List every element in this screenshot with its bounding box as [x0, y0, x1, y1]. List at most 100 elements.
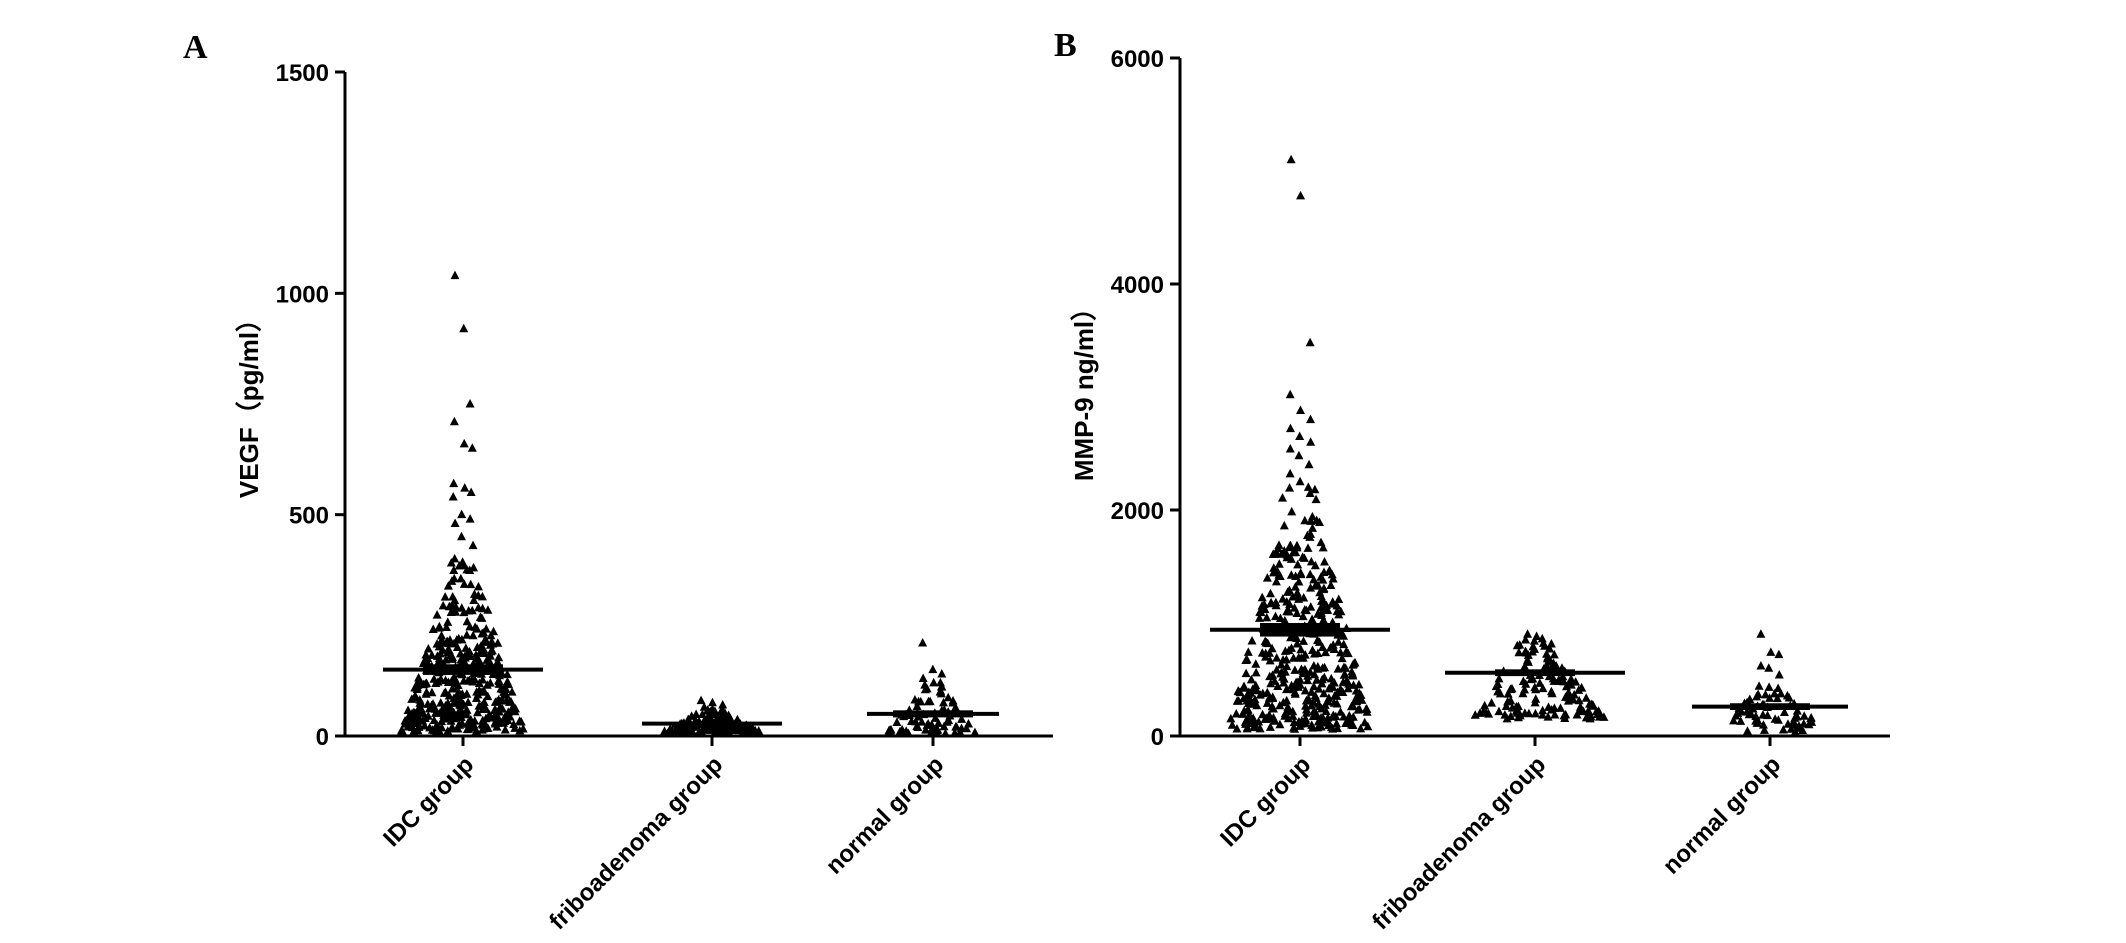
panel-b-data-point: [1772, 693, 1782, 703]
panel-a-data-point: [471, 650, 481, 659]
panel-a-data-point: [478, 675, 488, 684]
panel-a-data-point: [892, 717, 902, 727]
panel-b-data-point: [1258, 709, 1268, 719]
panel-b-data-point: [1778, 724, 1788, 734]
panel-a-data-point: [713, 728, 723, 737]
panel-a-data-point: [459, 676, 469, 685]
panel-b-data-point: [1494, 706, 1504, 716]
panel-b-data-point: [1305, 488, 1315, 497]
panel-b-data-point: [1239, 706, 1249, 715]
panel-a-outlier-point: [450, 518, 460, 528]
panel-b-data-point: [1538, 683, 1548, 693]
panel-a-data-point: [446, 607, 456, 617]
panel-b-mean-lines: [1210, 623, 1848, 711]
panel-b-data-point: [1296, 644, 1306, 654]
panel-a-data-point: [462, 724, 472, 734]
panel-b-outlier-point: [1295, 431, 1305, 441]
panel-b-data-point: [1300, 685, 1310, 695]
panel-a-data-point: [463, 697, 473, 706]
panel-a-outlier-point: [448, 491, 458, 501]
panel-b-data-point: [1279, 678, 1289, 687]
panel-a-data-point: [921, 725, 931, 734]
panel-b-data-point: [1321, 647, 1331, 657]
panel-b-data-point: [1266, 597, 1276, 607]
panel-b-data-point: [1313, 635, 1323, 645]
panel-a-category-label: IDC group: [378, 751, 479, 852]
panel-b-data-point: [1326, 722, 1336, 732]
panel-b-data-point: [1312, 675, 1322, 684]
panel-b-data-point: [1247, 635, 1257, 645]
panel-b-data-point: [1324, 693, 1334, 702]
panel-b-data-point: [1338, 677, 1348, 686]
panel-b-data-point: [1356, 723, 1366, 733]
panel-b-data-point: [1306, 556, 1316, 566]
panel-a-data-point: [435, 708, 445, 717]
panel-a-data-point: [400, 719, 410, 728]
panel-b-data-point: [1338, 687, 1348, 697]
panel-b-data-point: [1742, 707, 1752, 716]
panel-b-sem-bar: [1260, 623, 1340, 637]
panel-a-data-point: [473, 707, 483, 717]
panel-b-data-point: [1329, 698, 1339, 707]
panel-b-data-point: [1264, 693, 1274, 703]
panel-b-y-tick-label: 4000: [1111, 272, 1164, 299]
panel-a-data-point: [453, 724, 463, 733]
panel-a-data-point: [491, 705, 501, 715]
panel-b-data-point: [1507, 683, 1517, 693]
panel-b-data-point: [1262, 698, 1272, 707]
panel-a-data-point: [509, 719, 519, 729]
panel-a-data-point: [479, 723, 489, 733]
panel-b-data-point: [1241, 715, 1251, 725]
panel-b-data-point: [1328, 640, 1338, 649]
panel-b-data-point: [1310, 690, 1320, 700]
panel-b-data-point: [1556, 703, 1566, 712]
panel-b-data-point: [1298, 611, 1308, 621]
panel-b-data-point: [1501, 701, 1511, 710]
panel-b-outlier-point: [1774, 669, 1784, 679]
panel-a-data-point: [447, 654, 457, 663]
panel-a-data-point: [955, 727, 965, 737]
panel-a-data-point: [467, 675, 477, 685]
panel-b-data-point: [1729, 715, 1739, 725]
panel-b-data-point: [1264, 714, 1274, 723]
panel-b-data-point: [1286, 554, 1296, 563]
panel-a-data-point: [478, 603, 488, 613]
panel-b-data-point: [1317, 678, 1327, 688]
panel-b-data-point: [1286, 643, 1296, 652]
panel-a-data-point: [469, 595, 479, 604]
panel-a-data-point: [407, 722, 417, 732]
panel-a-data-point: [443, 698, 453, 707]
panel-b-data-point: [1530, 708, 1540, 718]
panel-b-data-point: [1340, 669, 1350, 679]
panel-a-outlier-point: [920, 680, 930, 689]
panel-a-category-label: friboadenoma group: [544, 751, 728, 935]
panel-a-data-point: [943, 692, 953, 702]
panel-b-data-point: [1348, 671, 1358, 680]
panel-b-data-point: [1773, 715, 1783, 724]
panel-a-data-point: [441, 655, 451, 664]
panel-b-data-point: [1231, 709, 1241, 718]
panel-a-data-point: [472, 654, 482, 663]
panel-a-data-point: [458, 560, 468, 570]
panel-b-data-point: [1318, 542, 1328, 552]
panel-b-outlier-point: [1296, 190, 1306, 200]
panel-b-axes: 0 2000 4000 6000 IDC group friboadenoma group…: [1111, 46, 1890, 935]
panel-b-outlier-point: [1306, 414, 1316, 424]
panel-a-outlier-point: [467, 443, 477, 452]
panel-a-data-point: [481, 635, 491, 645]
panel-b-data-point: [1254, 613, 1264, 622]
panel-b-data-point: [1278, 493, 1288, 502]
panel-b-data-point: [1743, 726, 1753, 735]
panel-a-data-point: [466, 715, 476, 724]
panel-a-data-point: [478, 704, 488, 713]
panel-b-data-point: [1302, 530, 1312, 540]
panel-b-data-point: [1493, 679, 1503, 689]
panel-b-data-point: [1290, 665, 1300, 674]
panel-a-y-tick-label: 1500: [276, 60, 329, 87]
panel-a-outlier-point: [935, 677, 945, 687]
panel-b-data-point: [1293, 559, 1303, 569]
panel-b-data-point: [1311, 494, 1321, 504]
panel-a-mean-lines: [383, 664, 999, 728]
panel-b-data-point: [1506, 695, 1516, 705]
panel-b-data-point: [1262, 573, 1272, 582]
